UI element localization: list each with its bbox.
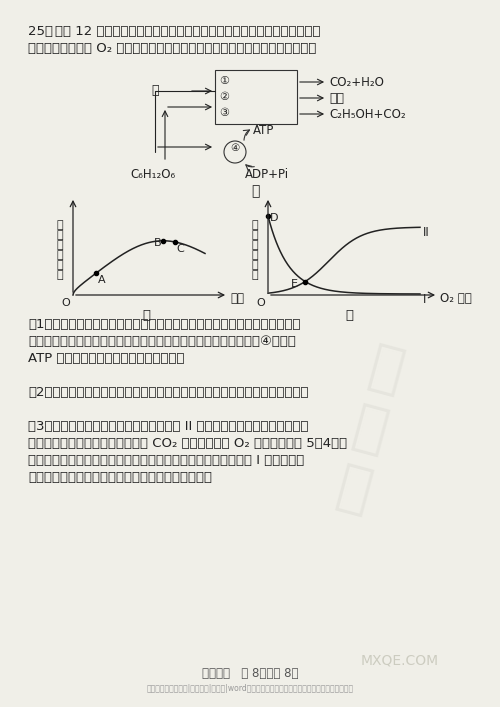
Text: ATP: ATP (253, 124, 274, 137)
Text: （1）图甲中酵母菌细胞可进行的过程是＿＿＿＿＿＿（填序号），能在人体: （1）图甲中酵母菌细胞可进行的过程是＿＿＿＿＿＿（填序号），能在人体 (28, 318, 300, 331)
Text: C₂H₅OH+CO₂: C₂H₅OH+CO₂ (329, 108, 406, 121)
Text: 速: 速 (56, 260, 64, 270)
Text: 率: 率 (56, 270, 64, 280)
Text: 丙: 丙 (345, 309, 353, 322)
Text: 细: 细 (252, 220, 258, 230)
Bar (215, 70, 297, 124)
Text: 骨骼肌细胞中进行的过程是＿＿＿＿＿＿（填序号）。图甲中过程④产生的: 骨骼肌细胞中进行的过程是＿＿＿＿＿＿（填序号）。图甲中过程④产生的 (28, 335, 296, 348)
Text: （3）图丙表示酵母菌的呼吸情况，则曲线 II 表示＿＿＿＿＿＿呼吸。如果在: （3）图丙表示酵母菌的呼吸情况，则曲线 II 表示＿＿＿＿＿＿呼吸。如果在 (28, 420, 308, 433)
Text: 胞: 胞 (56, 230, 64, 240)
Text: 全国各地最新模拟卷|名校试卷|无水印|word可编辑试卷等请关注微信公众号：高中试卷资料下载: 全国各地最新模拟卷|名校试卷|无水印|word可编辑试卷等请关注微信公众号：高中… (146, 684, 354, 693)
Text: （共 12 分）图甲表示几种类型的细胞呼吸的部分物质变化示意图，图乙: （共 12 分）图甲表示几种类型的细胞呼吸的部分物质变化示意图，图乙 (55, 25, 320, 38)
Text: 25．: 25． (28, 25, 53, 38)
Text: E: E (291, 279, 298, 288)
Text: 呼: 呼 (56, 240, 64, 250)
Text: ADP+Pi: ADP+Pi (245, 168, 289, 181)
Text: MXQE.COM: MXQE.COM (361, 653, 439, 667)
Text: 胞: 胞 (252, 230, 258, 240)
Text: C₆H₁₂O₆: C₆H₁₂O₆ (130, 168, 175, 181)
Text: 乳酸: 乳酸 (329, 92, 344, 105)
Text: O₂ 浓度: O₂ 浓度 (440, 293, 472, 305)
Text: 答
案
圈: 答 案 圈 (331, 339, 409, 520)
Text: ④: ④ (230, 143, 239, 153)
Text: 温度: 温度 (230, 293, 244, 305)
Text: O: O (61, 298, 70, 308)
Text: 乙: 乙 (142, 309, 150, 322)
Text: 瓶中培养酵母菌时，测出瓶中放出 CO₂ 的体积与吸收 O₂ 的体积之比为 5：4，这: 瓶中培养酵母菌时，测出瓶中放出 CO₂ 的体积与吸收 O₂ 的体积之比为 5：4… (28, 437, 347, 450)
Text: B: B (154, 238, 161, 247)
Text: 呼: 呼 (252, 240, 258, 250)
Text: 甲: 甲 (251, 184, 259, 198)
Text: ③: ③ (219, 108, 229, 118)
Text: （2）从图乙中可以看出，细胞呼吸的最适温度是＿＿＿＿＿＿点对应的温度。: （2）从图乙中可以看出，细胞呼吸的最适温度是＿＿＿＿＿＿点对应的温度。 (28, 386, 308, 399)
Text: 类型（假设酵母菌进行两种细胞呼吸的速率相等）。: 类型（假设酵母菌进行两种细胞呼吸的速率相等）。 (28, 471, 212, 484)
Text: 细: 细 (56, 220, 64, 230)
Text: 热: 热 (151, 84, 159, 97)
Text: 吸: 吸 (56, 250, 64, 260)
Text: ②: ② (219, 92, 229, 102)
Text: 是因为有＿＿＿＿＿＿（以分数比例表示）的酵母菌在进行曲线 I 所示的呼吸: 是因为有＿＿＿＿＿＿（以分数比例表示）的酵母菌在进行曲线 I 所示的呼吸 (28, 454, 304, 467)
Text: O: O (256, 298, 265, 308)
Text: C: C (176, 244, 184, 254)
Text: 高一生物   共 8页，第 8页: 高一生物 共 8页，第 8页 (202, 667, 298, 680)
Text: 率: 率 (252, 270, 258, 280)
Text: A: A (98, 275, 106, 285)
Text: CO₂+H₂O: CO₂+H₂O (329, 76, 384, 89)
Text: 吸: 吸 (252, 250, 258, 260)
Text: I: I (423, 293, 426, 306)
Text: II: II (423, 226, 430, 239)
Text: 和丙分别是温度和 O₂ 浓度对细胞呼吸速率的影响曲线。请据图回答下列问题：: 和丙分别是温度和 O₂ 浓度对细胞呼吸速率的影响曲线。请据图回答下列问题： (28, 42, 316, 55)
Text: ①: ① (219, 76, 229, 86)
Text: 速: 速 (252, 260, 258, 270)
Text: D: D (270, 213, 278, 223)
Text: ATP 的去向是＿＿＿＿＿＿＿＿＿＿＿。: ATP 的去向是＿＿＿＿＿＿＿＿＿＿＿。 (28, 352, 184, 365)
